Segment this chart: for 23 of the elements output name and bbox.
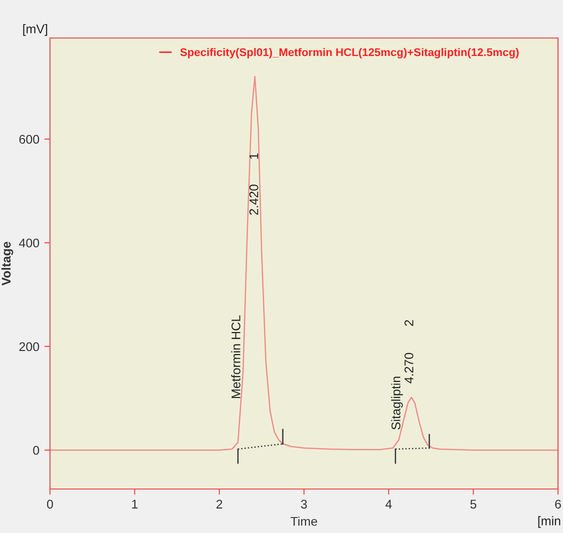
text: [mV] — [23, 24, 48, 36]
y-tick-label: 400 — [19, 238, 40, 248]
y-tick-label: 0 — [33, 446, 40, 455]
text: Specificity(Spl01)_Metformin HCL(125mcg)+Sitagliptin(12.5mcg) — [180, 48, 519, 58]
annotation: 1 — [250, 153, 258, 159]
x-tick-label: 0 — [47, 500, 53, 509]
x-tick-label: 6 — [555, 500, 561, 509]
x-tick-label: 4 — [385, 500, 392, 508]
annotation: 4.270 — [404, 352, 414, 384]
y-tick-label: 200 — [19, 342, 40, 352]
annotation: 2 — [404, 320, 414, 326]
text: [min — [538, 516, 560, 528]
annotation: 2.420 — [249, 184, 258, 215]
y-axis-title: Voltage — [1, 242, 14, 286]
y-tick-label: 600 — [19, 134, 40, 144]
x-axis-title: Time — [290, 516, 318, 526]
x-tick-label: 2 — [216, 500, 222, 508]
annotation: Metformin HCL — [231, 315, 240, 398]
line-series — [50, 76, 558, 451]
x-tick-label: 3 — [301, 500, 307, 509]
x-tick-label: 1 — [132, 500, 138, 508]
annotation: Sitagliptin — [391, 376, 403, 430]
x-tick-label: 5 — [470, 500, 476, 509]
